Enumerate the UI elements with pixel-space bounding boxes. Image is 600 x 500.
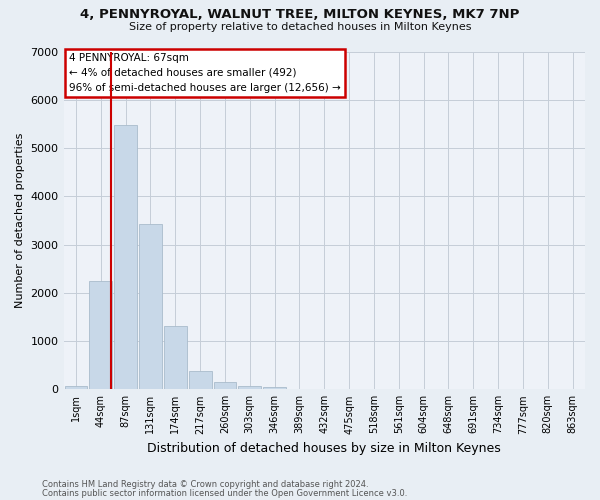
- Bar: [139, 224, 162, 390]
- Bar: [188, 372, 212, 390]
- Bar: [214, 382, 236, 390]
- Text: 4 PENNYROYAL: 67sqm
← 4% of detached houses are smaller (492)
96% of semi-detach: 4 PENNYROYAL: 67sqm ← 4% of detached hou…: [69, 53, 341, 93]
- Bar: [114, 125, 137, 390]
- Bar: [238, 386, 261, 390]
- Text: Size of property relative to detached houses in Milton Keynes: Size of property relative to detached ho…: [129, 22, 471, 32]
- Text: Contains HM Land Registry data © Crown copyright and database right 2024.: Contains HM Land Registry data © Crown c…: [42, 480, 368, 489]
- Bar: [263, 387, 286, 390]
- X-axis label: Distribution of detached houses by size in Milton Keynes: Distribution of detached houses by size …: [148, 442, 501, 455]
- Text: Contains public sector information licensed under the Open Government Licence v3: Contains public sector information licen…: [42, 488, 407, 498]
- Bar: [164, 326, 187, 390]
- Text: 4, PENNYROYAL, WALNUT TREE, MILTON KEYNES, MK7 7NP: 4, PENNYROYAL, WALNUT TREE, MILTON KEYNE…: [80, 8, 520, 20]
- Bar: [65, 386, 88, 390]
- Y-axis label: Number of detached properties: Number of detached properties: [15, 132, 25, 308]
- Bar: [89, 280, 112, 390]
